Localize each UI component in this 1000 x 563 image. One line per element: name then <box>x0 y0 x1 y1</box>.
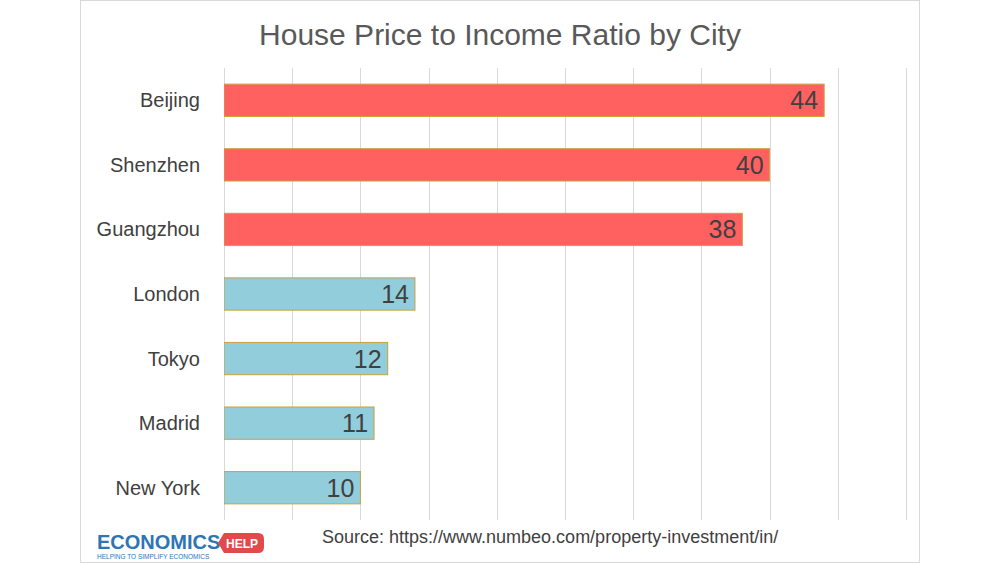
grid-line <box>906 68 907 520</box>
logo-badge <box>218 533 264 553</box>
grid-line <box>770 68 771 520</box>
grid-line <box>701 68 702 520</box>
data-label: 10 <box>327 474 355 502</box>
grid-line <box>497 68 498 520</box>
data-label: 14 <box>381 280 409 308</box>
category-label: Shenzhen <box>110 154 200 176</box>
bar <box>224 149 770 181</box>
category-label: Beijing <box>140 89 200 111</box>
grid <box>225 68 907 520</box>
logo-badge-text: HELP <box>226 537 258 551</box>
category-label: London <box>133 283 200 305</box>
data-label: 40 <box>736 151 764 179</box>
chart: House Price to Income Ratio by City Beiji… <box>0 0 1000 563</box>
source: Source: https://www.numbeo.com/property-… <box>322 527 778 547</box>
bars <box>224 84 824 504</box>
category-label: Madrid <box>139 412 200 434</box>
logo: ECONOMICS HELP HELPING TO SIMPLIFY ECONOMI… <box>97 531 264 560</box>
bar <box>224 407 374 439</box>
data-label: 38 <box>709 215 737 243</box>
category-label: New York <box>116 477 201 499</box>
data-label: 11 <box>342 409 368 437</box>
bar <box>224 278 415 310</box>
bar <box>224 213 742 245</box>
grid-line <box>838 68 839 520</box>
grid-line <box>565 68 566 520</box>
grid-line <box>429 68 430 520</box>
bar <box>224 84 824 116</box>
data-label: 44 <box>790 86 818 114</box>
logo-tagline: HELPING TO SIMPLIFY ECONOMICS <box>97 553 210 560</box>
chart-frame <box>81 1 920 563</box>
logo-text: ECONOMICS <box>97 531 220 553</box>
bar <box>224 472 360 504</box>
category-label: Guangzhou <box>97 218 200 240</box>
grid-line <box>633 68 634 520</box>
category-label: Tokyo <box>148 348 200 370</box>
bar <box>224 342 388 374</box>
data-label: 12 <box>354 345 382 373</box>
title: House Price to Income Ratio by City <box>259 18 741 51</box>
labels: Beijing 44 Shenzhen 40 Guangzhou 38 London 14 To… <box>97 86 819 501</box>
